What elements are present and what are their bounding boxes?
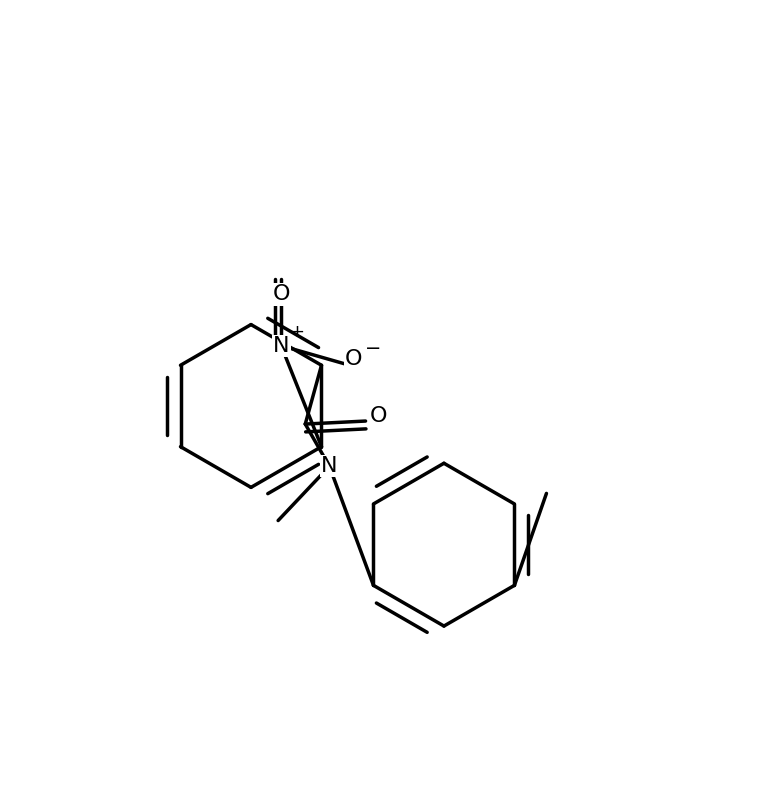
Text: +: + [289, 323, 303, 341]
Text: N: N [321, 456, 338, 476]
Text: N: N [273, 336, 289, 356]
Text: O: O [345, 349, 363, 369]
Text: −: − [365, 340, 381, 358]
Text: O: O [272, 285, 290, 304]
Text: O: O [370, 406, 387, 426]
